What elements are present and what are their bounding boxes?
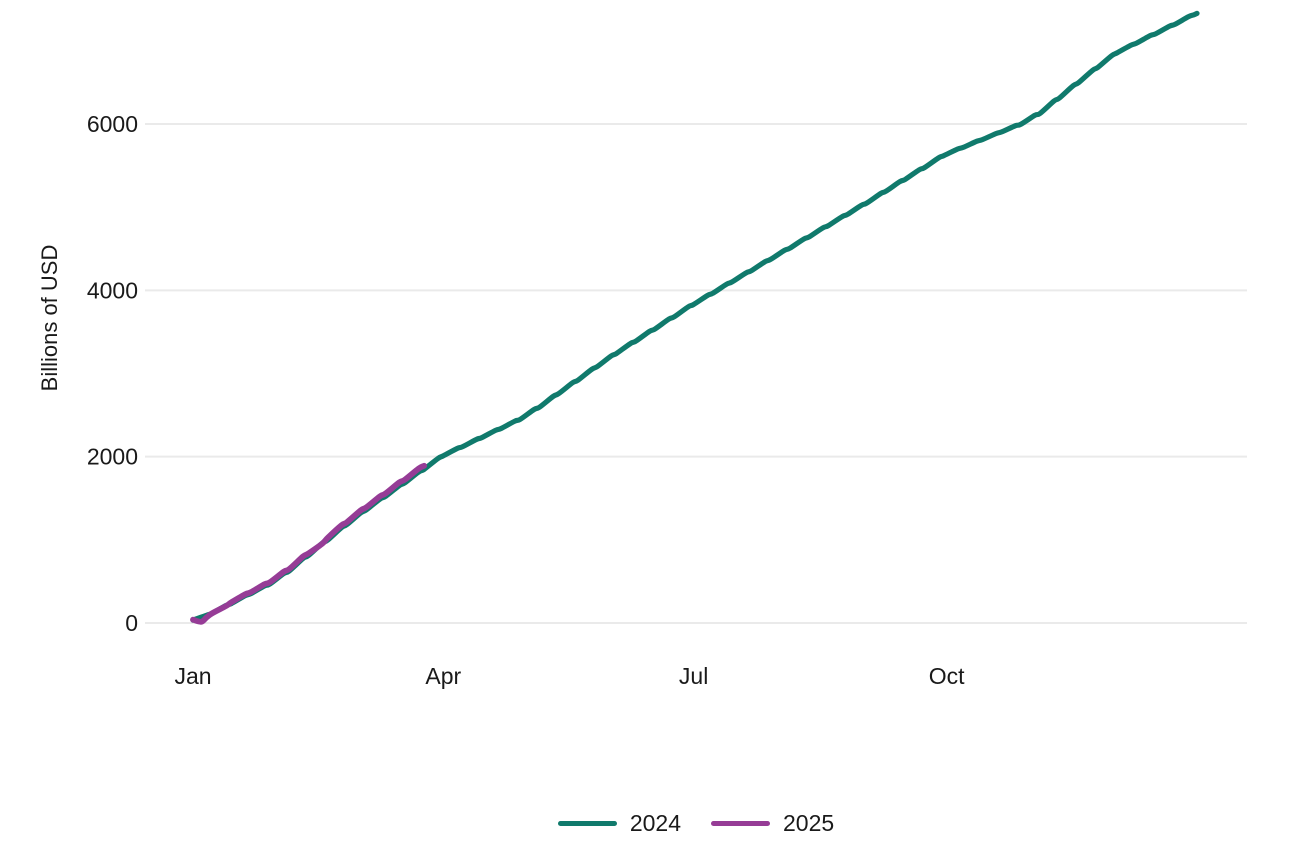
y-tick-label-6000: 6000	[87, 111, 138, 137]
y-axis-title: Billions of USD	[37, 245, 62, 392]
y-tick-label-0: 0	[125, 610, 138, 636]
legend-label-2024: 2024	[629, 810, 681, 836]
x-tick-label-oct: Oct	[929, 663, 965, 689]
x-tick-label-jan: Jan	[174, 663, 211, 689]
series-line-2025	[190, 462, 427, 625]
legend-item-2024: 2024	[557, 810, 681, 836]
y-tick-label-2000: 2000	[87, 444, 138, 470]
legend-label-2025: 2025	[783, 810, 835, 836]
legend-item-2025: 2025	[711, 812, 834, 835]
legend-swatch-2025-line-icon	[711, 821, 770, 826]
legend-swatch-2024-line-icon	[557, 821, 617, 826]
x-tick-label-apr: Apr	[425, 663, 461, 689]
y-tick-label-4000: 4000	[87, 277, 138, 303]
chart-legend: 2024 2025	[145, 812, 1247, 835]
x-tick-label-jul: Jul	[679, 663, 708, 689]
series-line-2024	[190, 10, 1200, 623]
